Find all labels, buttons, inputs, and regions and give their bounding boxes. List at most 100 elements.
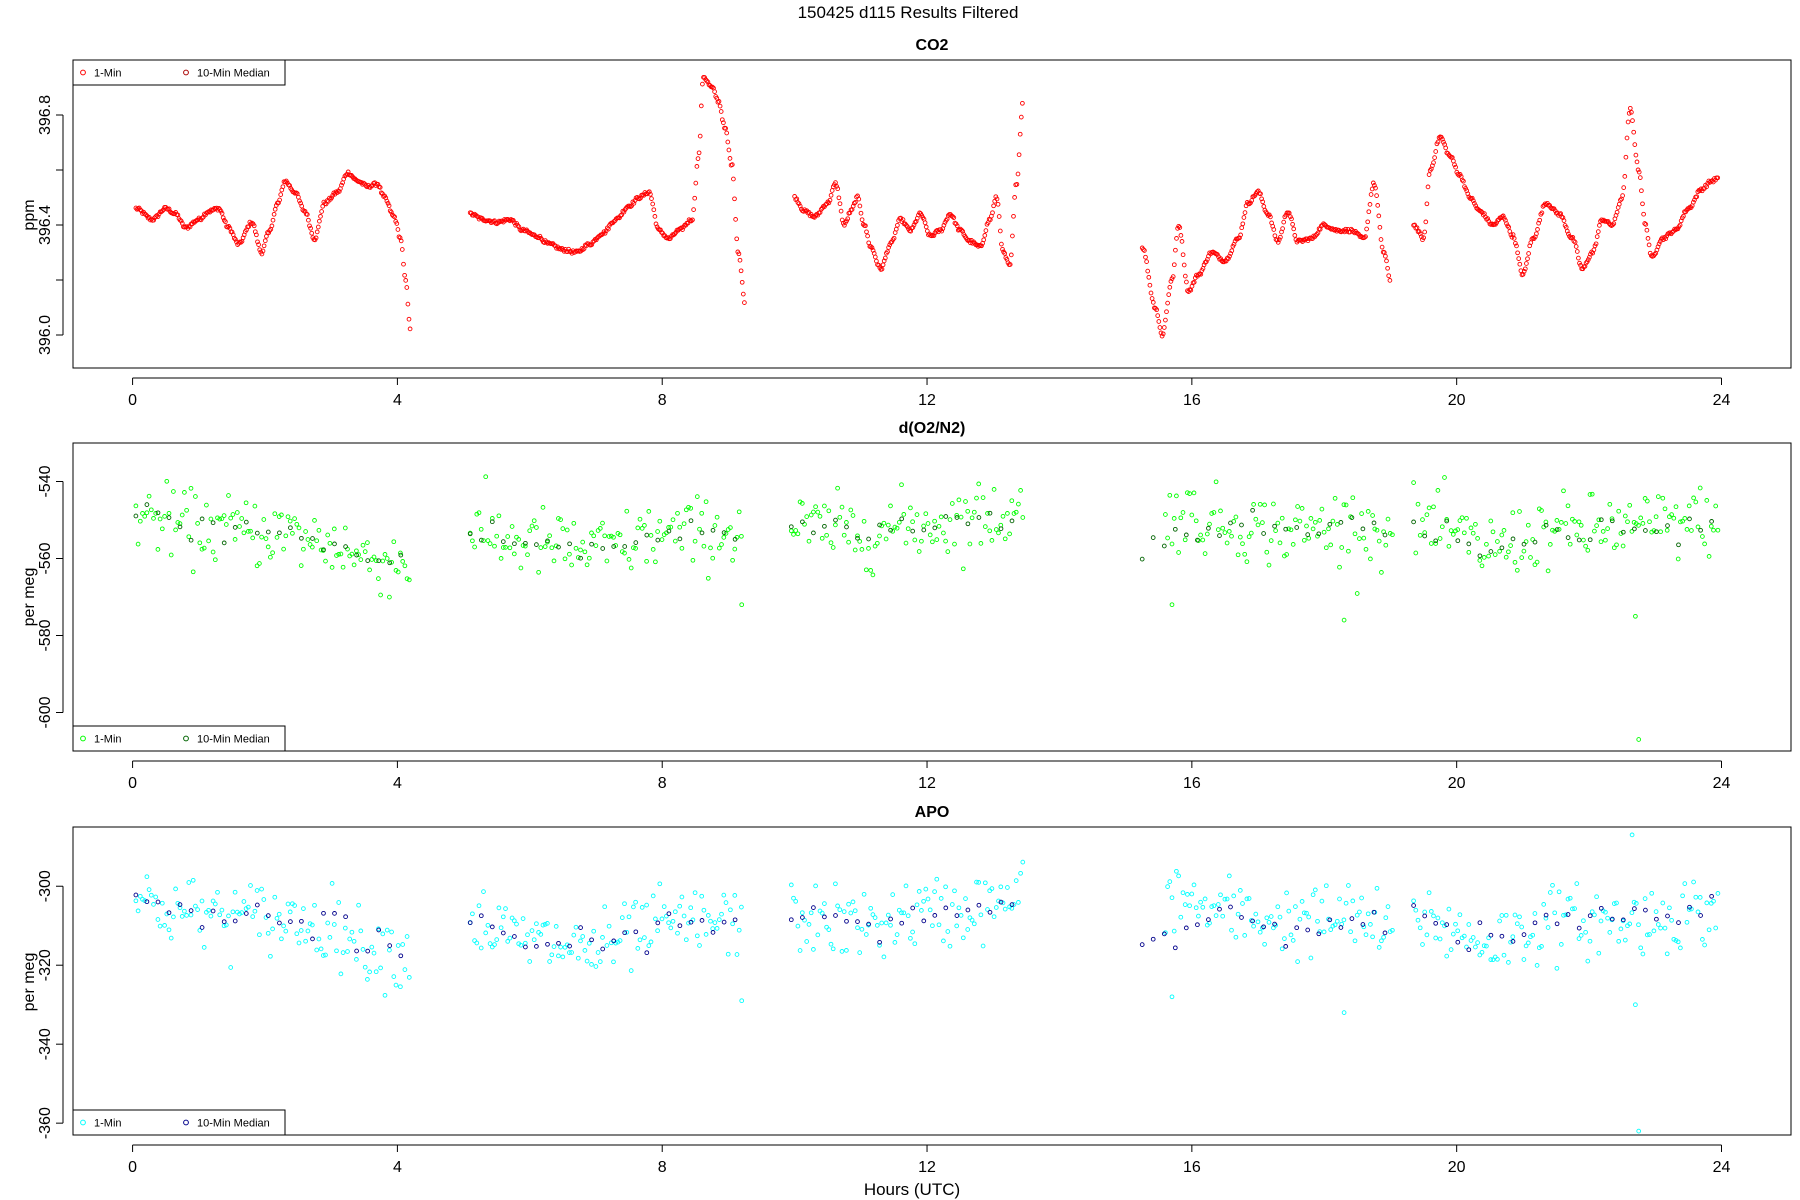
data-point	[1417, 532, 1423, 538]
data-point	[354, 552, 359, 558]
data-point	[1692, 197, 1697, 203]
data-point	[806, 922, 812, 927]
data-point	[1146, 274, 1152, 280]
data-point	[1702, 541, 1707, 547]
data-point	[1561, 912, 1566, 918]
data-point	[478, 913, 484, 919]
data-point	[1014, 181, 1020, 187]
data-point	[947, 943, 953, 949]
data-point	[1198, 899, 1203, 905]
data-point	[369, 944, 375, 950]
data-point	[912, 537, 918, 543]
data-point	[1706, 554, 1712, 559]
data-point	[677, 536, 683, 542]
data-point	[1715, 527, 1721, 533]
data-point	[1140, 247, 1146, 252]
data-point	[240, 235, 246, 241]
data-point	[511, 551, 517, 557]
data-point	[925, 896, 931, 902]
data-point	[1221, 259, 1227, 265]
data-point	[1241, 215, 1247, 220]
data-point	[1647, 932, 1652, 937]
data-point	[890, 892, 896, 897]
data-point	[260, 248, 266, 254]
data-point	[406, 577, 412, 583]
data-point	[496, 905, 502, 911]
data-point	[1626, 110, 1632, 116]
data-point	[1178, 914, 1184, 920]
data-point	[1272, 523, 1277, 529]
data-point	[549, 545, 555, 551]
data-point	[1255, 919, 1261, 925]
data-point	[365, 948, 371, 954]
data-point	[1682, 516, 1688, 521]
data-point	[186, 880, 192, 885]
data-point	[1178, 515, 1184, 521]
data-point	[1421, 235, 1426, 241]
data-point	[1338, 925, 1344, 930]
data-point	[960, 935, 966, 941]
data-point	[839, 504, 845, 510]
data-point	[998, 526, 1004, 532]
data-point	[1490, 529, 1496, 535]
data-point	[525, 552, 530, 558]
data-point	[565, 249, 570, 255]
data-point	[467, 920, 473, 926]
data-point	[268, 554, 273, 560]
data-point	[1686, 503, 1692, 509]
data-point	[173, 886, 178, 892]
data-point	[993, 194, 999, 200]
data-point	[679, 545, 685, 551]
data-point	[1665, 523, 1670, 528]
data-point	[349, 929, 355, 935]
data-point	[1667, 905, 1672, 911]
data-point	[857, 203, 863, 209]
data-point	[1357, 909, 1362, 915]
data-point	[996, 530, 1001, 536]
data-point	[279, 512, 284, 518]
data-point	[729, 162, 735, 167]
data-point	[144, 874, 150, 880]
data-point	[1163, 512, 1168, 517]
data-point	[489, 519, 495, 525]
data-point	[992, 198, 998, 204]
data-point	[467, 531, 473, 537]
data-point	[659, 537, 665, 542]
data-point	[1277, 540, 1283, 546]
data-point	[996, 214, 1002, 219]
data-point	[1288, 527, 1294, 533]
data-point	[1018, 114, 1024, 120]
data-point	[166, 515, 172, 520]
data-point	[637, 516, 643, 522]
data-point	[1413, 550, 1419, 556]
data-point	[1446, 906, 1452, 912]
data-point	[738, 268, 744, 274]
legend-label: 10-Min Median	[197, 1118, 270, 1130]
data-point	[545, 921, 550, 926]
data-point	[340, 950, 346, 955]
data-point	[1585, 257, 1591, 262]
data-point	[861, 891, 867, 897]
data-point	[470, 911, 475, 917]
data-point	[571, 520, 577, 526]
data-point	[1495, 539, 1500, 544]
data-point	[534, 921, 539, 927]
data-point	[1623, 154, 1629, 160]
data-point	[1439, 524, 1445, 530]
data-point	[1424, 512, 1430, 518]
data-point	[705, 79, 711, 85]
data-point	[345, 949, 350, 954]
data-point	[394, 221, 400, 226]
data-point	[881, 520, 887, 526]
data-point	[1455, 527, 1461, 532]
data-point	[1665, 913, 1670, 919]
data-point	[670, 517, 676, 523]
data-point	[927, 907, 933, 913]
data-point	[476, 903, 482, 909]
data-point	[1592, 912, 1597, 918]
data-point	[199, 516, 205, 522]
data-point	[274, 535, 280, 540]
data-point	[700, 81, 705, 87]
data-point	[1684, 527, 1690, 532]
